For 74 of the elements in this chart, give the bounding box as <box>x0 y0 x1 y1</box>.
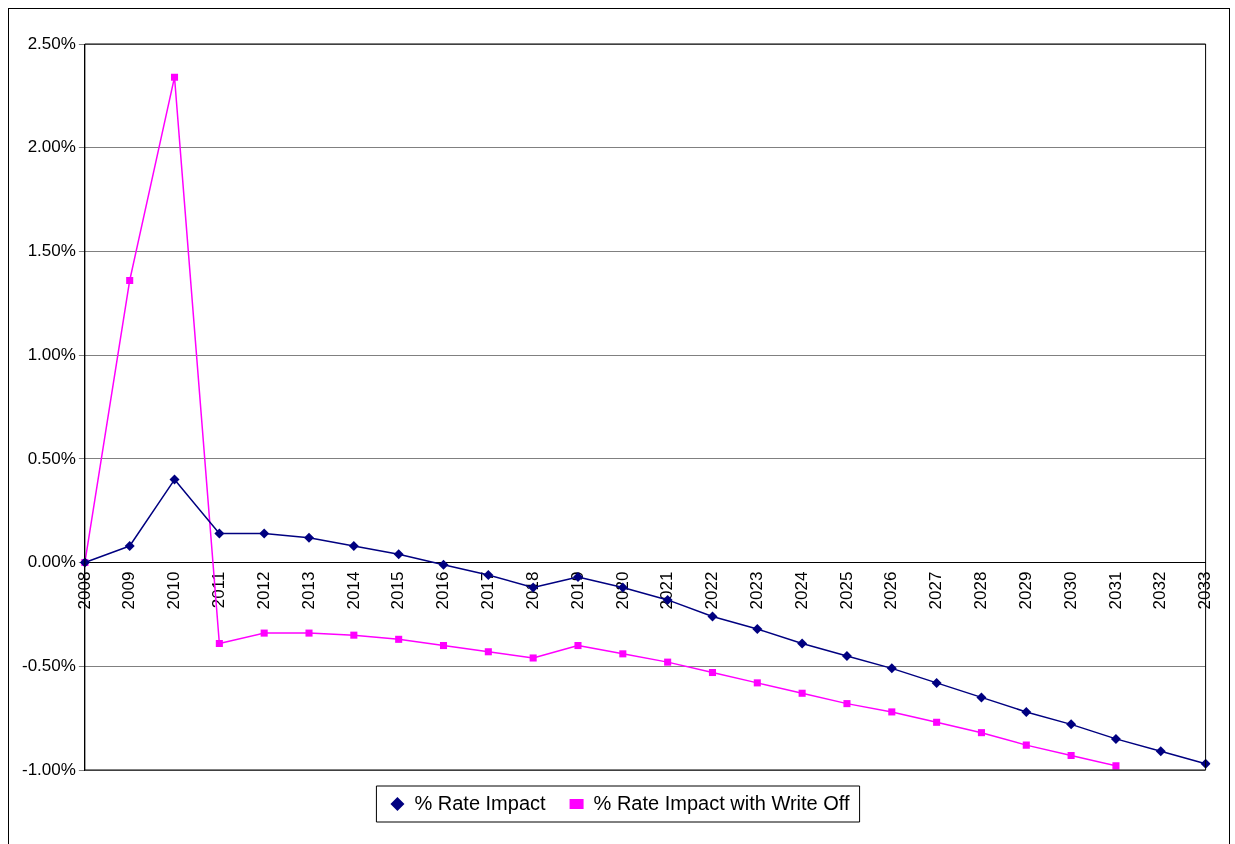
point <box>798 689 806 697</box>
y-tick-label: -0.50% <box>21 655 76 675</box>
x-tick-label: 2028 <box>971 571 991 610</box>
point <box>484 648 492 656</box>
point <box>215 639 223 647</box>
point <box>304 532 315 543</box>
point <box>350 631 358 639</box>
point <box>977 729 985 737</box>
x-tick-label: 2030 <box>1060 571 1080 610</box>
point <box>438 559 449 570</box>
x-tick-label: 2026 <box>881 571 901 610</box>
point <box>1112 762 1120 770</box>
y-tick-label: 2.00% <box>27 137 76 157</box>
y-tick-label: 1.00% <box>27 344 76 364</box>
x-tick-label: 2024 <box>791 571 811 610</box>
point <box>888 708 896 716</box>
point <box>841 650 852 661</box>
x-tick-label: 2022 <box>702 571 722 610</box>
x-tick-label: 2012 <box>253 571 273 610</box>
point <box>529 654 537 662</box>
x-tick-label: 2011 <box>209 571 229 609</box>
point <box>169 474 180 485</box>
x-tick-label: 2023 <box>746 571 766 610</box>
x-tick-label: 2009 <box>119 571 139 610</box>
x-tick-label: 2016 <box>433 571 453 610</box>
point <box>439 642 448 650</box>
point <box>933 718 941 726</box>
x-tick-label: 2018 <box>522 571 542 610</box>
point <box>886 663 897 674</box>
point <box>1155 746 1166 757</box>
y-tick-label: -1.00% <box>21 759 76 779</box>
point <box>126 276 134 284</box>
point <box>260 629 268 637</box>
point <box>708 668 717 677</box>
x-tick-label: 2033 <box>1195 571 1215 610</box>
point <box>752 623 763 634</box>
x-tick-label: 2031 <box>1105 571 1125 610</box>
point <box>1110 733 1121 744</box>
y-tick-label: 0.00% <box>27 552 76 572</box>
x-tick-label: 2014 <box>343 571 363 610</box>
x-tick-label: 2015 <box>388 571 408 610</box>
point <box>1021 706 1032 717</box>
x-tick-label: 2025 <box>836 571 856 610</box>
point <box>305 629 313 637</box>
point <box>574 642 582 650</box>
point <box>931 677 942 688</box>
point <box>843 700 851 708</box>
x-tick-label: 2021 <box>657 571 677 610</box>
point <box>619 650 627 658</box>
point <box>348 540 359 551</box>
x-tick-label: 2032 <box>1150 571 1170 610</box>
point <box>259 528 270 539</box>
x-tick-label: 2029 <box>1015 571 1035 610</box>
y-tick-label: 2.50% <box>27 33 76 53</box>
point <box>393 549 404 560</box>
x-tick-label: 2010 <box>164 571 184 610</box>
y-tick-label: 1.50% <box>27 241 76 261</box>
y-tick-label: 0.50% <box>27 448 76 468</box>
legend-label: % Rate Impact <box>414 791 547 814</box>
point <box>753 679 761 687</box>
x-tick-label: 2013 <box>298 571 318 610</box>
point <box>797 638 808 649</box>
point <box>214 528 225 539</box>
x-tick-label: 2027 <box>926 571 946 610</box>
point <box>664 658 672 666</box>
point <box>976 692 987 703</box>
point <box>170 73 179 81</box>
point <box>1067 751 1075 760</box>
point <box>395 635 403 643</box>
point <box>1022 741 1030 749</box>
point <box>707 611 718 622</box>
point <box>124 540 135 551</box>
legend-label: % Rate Impact with Write Off <box>593 791 851 814</box>
point <box>1066 719 1077 730</box>
